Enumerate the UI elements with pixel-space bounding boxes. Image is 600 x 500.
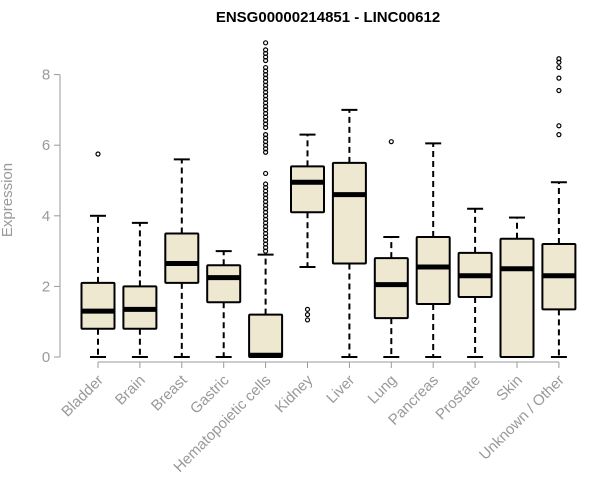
outlier-point: [263, 40, 269, 46]
box-unknown-other: [541, 56, 577, 358]
boxes-group: [80, 40, 577, 359]
box-hematopoietic-cells: [248, 40, 284, 359]
y-axis-label: Expression: [0, 163, 16, 237]
box-iqr: [331, 161, 367, 265]
y-tick-label: 2: [42, 278, 50, 295]
y-axis: 0 2 4 6 8: [42, 67, 61, 366]
outlier-point: [556, 123, 562, 129]
y-tick-label: 4: [42, 208, 50, 225]
x-tick-label: Prostate: [432, 372, 484, 424]
outlier-point: [556, 64, 562, 71]
box-iqr: [164, 232, 200, 284]
outlier-point: [304, 312, 311, 318]
y-tick-label: 6: [42, 137, 50, 154]
box-brain: [122, 221, 158, 358]
outlier-point: [556, 132, 562, 138]
outlier-point: [263, 64, 269, 71]
outlier-point: [304, 317, 311, 323]
box-iqr: [248, 313, 284, 359]
box-prostate: [457, 207, 493, 358]
outlier-point: [304, 306, 311, 312]
box-iqr: [373, 257, 409, 320]
outlier-point: [556, 75, 562, 81]
outlier-point: [95, 151, 101, 157]
chart-title: ENSG00000214851 - LINC00612: [216, 9, 440, 26]
box-iqr: [80, 281, 116, 330]
box-kidney: [290, 133, 325, 323]
outlier-point: [263, 132, 269, 138]
box-lung: [373, 139, 409, 358]
box-gastric: [206, 250, 242, 358]
box-breast: [164, 158, 200, 358]
box-liver: [331, 108, 367, 358]
x-tick-label: Skin: [493, 372, 526, 405]
y-tick-label: 8: [42, 67, 50, 84]
box-iqr: [290, 165, 325, 214]
box-iqr: [499, 237, 535, 358]
x-tick-label: Breast: [148, 371, 191, 414]
x-tick-label: Lung: [365, 372, 401, 408]
outlier-point: [263, 181, 269, 187]
x-tick-label: Kidney: [272, 371, 317, 416]
box-bladder: [80, 151, 116, 358]
x-tick-label: Liver: [323, 372, 358, 407]
outlier-point: [263, 170, 269, 177]
box-pancreas: [415, 142, 451, 358]
y-tick-label: 0: [42, 349, 50, 366]
outlier-point: [556, 56, 562, 62]
x-tick-label: Brain: [112, 372, 149, 409]
outlier-point: [556, 87, 562, 94]
box-iqr: [206, 264, 242, 304]
box-iqr: [415, 235, 451, 306]
outlier-point: [263, 47, 269, 53]
outlier-point: [388, 139, 394, 145]
x-tick-label: Bladder: [58, 372, 107, 421]
box-skin: [499, 216, 535, 358]
